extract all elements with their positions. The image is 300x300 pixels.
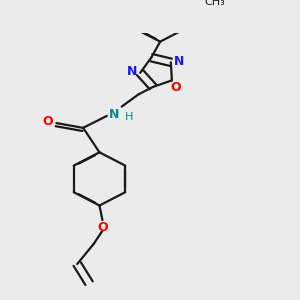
Text: N: N (127, 65, 137, 78)
Text: O: O (170, 81, 181, 94)
Text: O: O (43, 115, 53, 128)
Text: O: O (98, 221, 108, 234)
Text: N: N (174, 55, 184, 68)
Text: N: N (109, 108, 120, 121)
Text: CH₃: CH₃ (205, 0, 225, 8)
Text: H: H (125, 112, 134, 122)
